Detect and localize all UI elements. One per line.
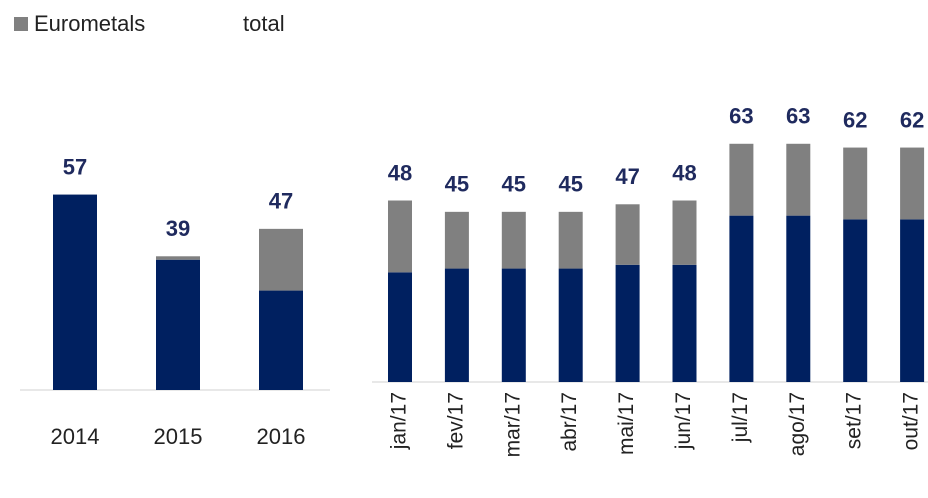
bar-segment: [388, 272, 412, 382]
bar-segment: [900, 147, 925, 220]
bar-segment: [259, 228, 303, 291]
bar-segment: [843, 147, 868, 220]
bar-segment: [444, 268, 469, 382]
bar-segment: [615, 264, 640, 382]
x-tick-label: jul/17: [729, 392, 752, 443]
data-label: 63: [729, 104, 753, 129]
bar-segment: [729, 143, 754, 216]
bar-segment: [672, 200, 697, 265]
data-label: 48: [672, 160, 696, 185]
legend-label: total: [243, 11, 285, 36]
x-tick-label: 2016: [257, 424, 306, 449]
bar-segment: [53, 194, 97, 390]
data-label: 39: [166, 216, 190, 241]
bar-segment: [843, 219, 868, 382]
bar-segment: [444, 211, 469, 269]
bar-segment: [900, 219, 925, 382]
data-label: 45: [558, 172, 582, 197]
x-tick-label: 2015: [154, 424, 203, 449]
x-tick-label: fev/17: [444, 392, 467, 449]
data-label: 63: [786, 104, 810, 129]
legend-label: Eurometals: [34, 11, 145, 36]
x-tick-label: set/17: [843, 392, 866, 449]
x-tick-label: abr/17: [558, 392, 581, 452]
bar-segment: [501, 268, 526, 382]
x-tick-label: out/17: [900, 392, 923, 450]
bar-segment: [259, 290, 303, 390]
legend-swatch: [14, 17, 28, 31]
data-label: 48: [388, 160, 412, 185]
bar-segment: [558, 211, 583, 269]
data-label: 62: [843, 107, 867, 132]
data-label: 45: [445, 172, 469, 197]
x-tick-label: mar/17: [501, 392, 524, 457]
bar-segment: [501, 211, 526, 269]
bar-segment: [388, 200, 412, 273]
data-label: 45: [502, 172, 526, 197]
x-tick-label: ago/17: [786, 392, 809, 456]
data-label: 47: [269, 189, 293, 214]
bar-segment: [156, 256, 200, 260]
bar-segment: [615, 204, 640, 265]
x-tick-label: mai/17: [615, 392, 638, 455]
data-label: 62: [900, 107, 924, 132]
bar-segment: [672, 264, 697, 382]
bar-segment: [786, 143, 811, 216]
bar-segment: [786, 215, 811, 382]
bar-segment: [156, 259, 200, 390]
x-tick-label: 2014: [51, 424, 100, 449]
data-label: 47: [615, 164, 639, 189]
data-label: 57: [63, 154, 87, 179]
x-tick-label: jun/17: [672, 392, 695, 450]
x-tick-label: jan/17: [388, 392, 411, 450]
bar-segment: [558, 268, 583, 382]
bar-segment: [729, 215, 754, 382]
